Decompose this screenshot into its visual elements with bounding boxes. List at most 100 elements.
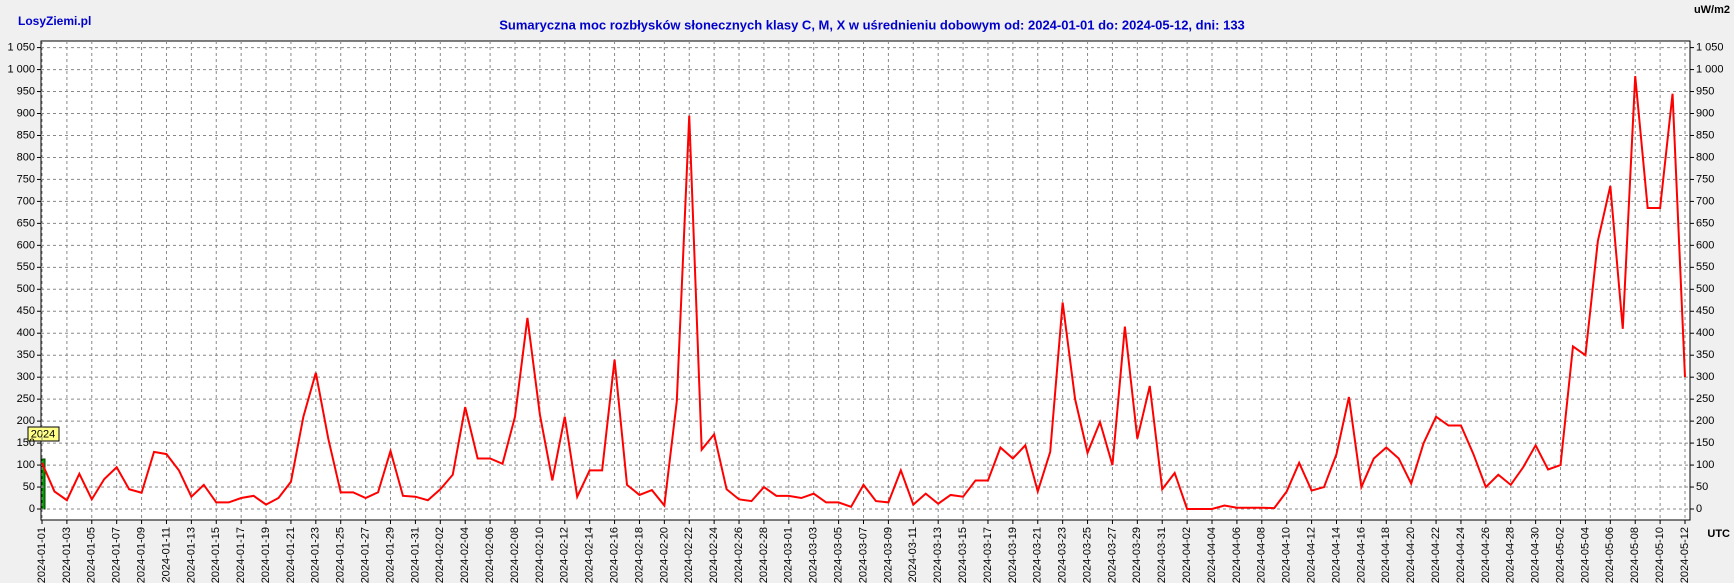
x-tick-label: 2024-04-28 [1505,527,1517,583]
x-tick-label: 2024-05-02 [1554,527,1566,583]
y2-tick-label: 450 [1696,305,1714,317]
x-tick-label: 2024-03-21 [1032,527,1044,583]
y-tick-label: 100 [17,459,35,471]
y-tick-label: 850 [17,129,35,141]
x-tick-label: 2024-01-03 [61,527,73,583]
y2-tick-label: 700 [1696,195,1714,207]
y-tick-label: 750 [17,173,35,185]
x-tick-label: 2024-01-25 [335,527,347,583]
y2-tick-label: 1 000 [1696,63,1724,75]
site-label: LosyZiemi.pl [18,14,91,28]
x-tick-label: 2024-03-11 [907,527,919,582]
y-tick-label: 800 [17,151,35,163]
x-tick-label: 2024-02-12 [559,527,571,583]
y2-tick-label: 100 [1696,459,1714,471]
x-tick-label: 2024-01-05 [86,527,98,583]
y2-tick-label: 150 [1696,437,1714,449]
x-tick-label: 2024-02-28 [758,527,770,583]
y-tick-label: 350 [17,349,35,361]
x-tick-label: 2024-04-22 [1430,527,1442,583]
x-tick-label: 2024-04-12 [1305,527,1317,583]
x-tick-label: 2024-05-04 [1579,527,1591,583]
y-tick-label: 50 [23,481,35,493]
x-tick-label: 2024-04-30 [1530,527,1542,583]
x-tick-label: 2024-01-27 [360,527,372,583]
y-tick-label: 900 [17,107,35,119]
y2-tick-label: 900 [1696,107,1714,119]
x-tick-label: 2024-03-07 [857,527,869,583]
y2-tick-label: 950 [1696,85,1714,97]
x-tick-label: 2024-03-15 [957,527,969,583]
y-tick-label: 700 [17,195,35,207]
x-tick-label: 2024-03-03 [808,527,820,583]
x-tick-label: 2024-05-10 [1654,527,1666,583]
chart-title: Sumaryczna moc rozbłysków słonecznych kl… [499,17,1245,32]
x-tick-label: 2024-04-20 [1405,527,1417,583]
data-line [41,76,1686,511]
x-unit: UTC [1707,528,1730,540]
x-tick-label: 2024-03-23 [1057,527,1069,583]
y2-tick-label: 550 [1696,261,1714,273]
y-tick-label: 150 [17,437,35,449]
x-tick-label: 2024-03-17 [982,527,994,583]
x-tick-label: 2024-04-26 [1480,527,1492,583]
x-tick-label: 2024-01-19 [260,527,272,583]
y2-tick-label: 750 [1696,173,1714,185]
x-tick-label: 2024-01-31 [409,527,421,583]
y2-tick-label: 250 [1696,393,1714,405]
y-tick-label: 250 [17,393,35,405]
year-box [27,426,60,442]
y2-tick-label: 300 [1696,371,1714,383]
x-tick-label: 2024-02-24 [708,527,720,583]
x-tick-label: 2024-04-02 [1181,527,1193,583]
x-tick-label: 2024-04-24 [1455,527,1467,583]
y-tick-label: 300 [17,371,35,383]
y2-tick-label: 800 [1696,151,1714,163]
x-tick-label: 2024-01-17 [235,527,247,583]
y-tick-label: 550 [17,261,35,273]
x-tick-label: 2024-01-07 [111,527,123,583]
x-tick-label: 2024-02-02 [434,527,446,583]
x-tick-label: 2024-01-09 [135,527,147,583]
y2-tick-label: 850 [1696,129,1714,141]
x-tick-label: 2024-02-04 [459,527,471,583]
y2-tick-label: 500 [1696,283,1714,295]
y-tick-label: 1 050 [7,41,35,53]
x-tick-label: 2024-04-08 [1256,527,1268,583]
x-tick-label: 2024-02-10 [534,527,546,583]
x-tick-label: 2024-02-16 [608,527,620,583]
y2-tick-label: 600 [1696,239,1714,251]
x-tick-label: 2024-02-26 [733,527,745,583]
x-tick-label: 2024-03-09 [882,527,894,583]
x-tick-label: 2024-04-16 [1355,527,1367,583]
y-tick-label: 400 [17,327,35,339]
x-tick-label: 2024-01-11 [160,527,172,582]
x-tick-label: 2024-05-08 [1629,527,1641,583]
x-tick-label: 2024-01-23 [310,527,322,583]
x-tick-label: 2024-04-06 [1231,527,1243,583]
x-tick-label: 2024-03-31 [1156,527,1168,583]
x-tick-label: 2024-02-20 [658,527,670,583]
x-tick-label: 2024-03-27 [1106,527,1118,583]
y2-tick-label: 350 [1696,349,1714,361]
x-tick-label: 2024-04-14 [1330,527,1342,583]
y2-tick-label: 0 [1696,503,1702,515]
y-tick-label: 0 [29,503,35,515]
y2-tick-label: 400 [1696,327,1714,339]
plot-area [40,40,1691,521]
x-tick-label: 2024-03-19 [1007,527,1019,583]
x-tick-label: 2024-05-12 [1679,527,1691,583]
x-tick-label: 2024-02-14 [584,527,596,583]
x-tick-label: 2024-03-01 [783,527,795,583]
y-tick-label: 650 [17,217,35,229]
x-tick-label: 2024-04-18 [1380,527,1392,583]
y2-tick-label: 650 [1696,217,1714,229]
year-label: 2024 [31,428,55,440]
x-tick-label: 2024-01-29 [384,527,396,583]
x-tick-label: 2024-02-06 [484,527,496,583]
x-tick-label: 2024-04-04 [1206,527,1218,583]
x-tick-label: 2024-02-18 [633,527,645,583]
y2-tick-label: 1 050 [1696,41,1724,53]
y2-tick-label: 200 [1696,415,1714,427]
